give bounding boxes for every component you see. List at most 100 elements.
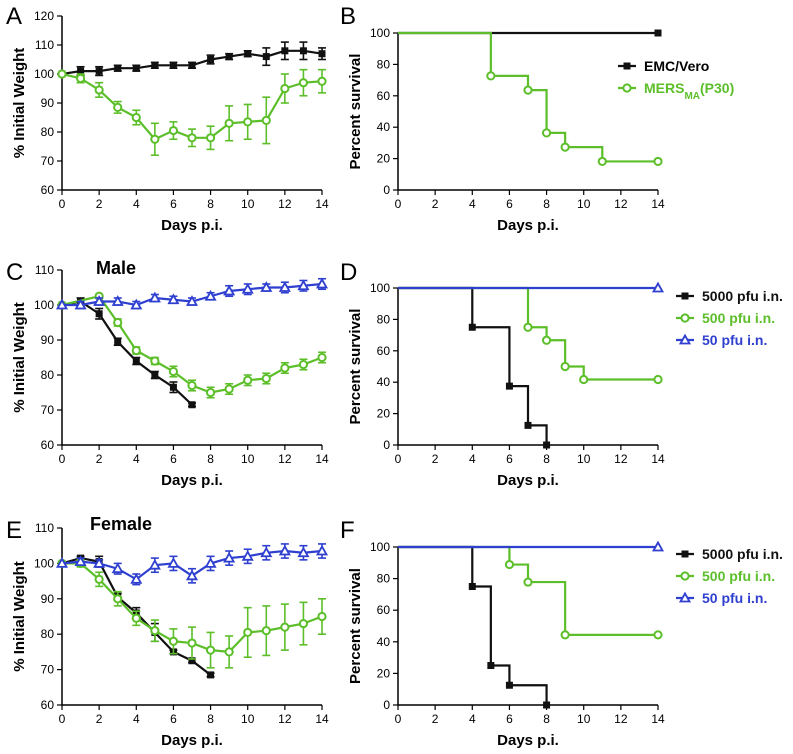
panel-b: B 0 2 4 6 8 10 12 14 0 20 40 60 80 100 Days p.i. Percent… — [340, 3, 734, 234]
panel-letter: A — [6, 3, 22, 30]
y-tick-label: 80 — [377, 312, 391, 326]
data-point — [543, 441, 551, 449]
data-point — [317, 611, 327, 622]
series-50-pfu-i-n- — [55, 277, 329, 310]
y-tick-label: 60 — [377, 603, 391, 617]
x-tick-label: 10 — [577, 197, 591, 211]
y-tick-label: 80 — [377, 57, 391, 71]
data-point — [560, 142, 570, 152]
data-point — [169, 61, 177, 69]
x-tick-label: 12 — [278, 712, 292, 726]
legend-marker — [622, 83, 632, 93]
data-point — [187, 638, 197, 648]
data-point — [560, 361, 570, 372]
series-50-pfu-i-n- — [398, 540, 665, 552]
data-point — [111, 562, 124, 574]
x-tick-label: 14 — [651, 712, 665, 726]
y-axis-label: % Initial Weight — [11, 48, 28, 159]
data-point — [297, 279, 310, 291]
x-tick-label: 0 — [395, 197, 402, 211]
data-point — [205, 645, 216, 655]
data-point — [168, 366, 179, 377]
data-point — [280, 83, 290, 94]
legend: 5000 pfu i.n. 500 pfu i.n. 50 pfu i.n. — [676, 546, 783, 606]
data-point — [487, 662, 495, 669]
data-point — [315, 277, 329, 289]
x-tick-label: 6 — [170, 712, 177, 726]
data-point — [243, 627, 253, 638]
data-point — [167, 293, 180, 305]
legend-suffix: (P30) — [700, 80, 734, 96]
panel-a: A 0 2 4 6 8 10 12 14 60 70 80 90 100 110 120 Days p.i. % … — [6, 3, 329, 234]
data-point — [224, 118, 234, 128]
legend-text: 50 pfu i.n. — [702, 332, 767, 348]
data-point — [653, 630, 663, 640]
data-point — [278, 281, 291, 292]
x-tick-label: 10 — [577, 452, 591, 466]
data-point — [151, 61, 159, 69]
data-point — [541, 128, 552, 138]
data-point — [543, 701, 551, 709]
data-point — [74, 555, 87, 567]
y-tick-label: 40 — [377, 635, 391, 649]
data-point — [223, 551, 236, 563]
series-line — [398, 545, 658, 636]
y-tick-label: 70 — [41, 663, 55, 677]
legend-subscript: MA — [684, 91, 700, 102]
series-mersma-p30- — [398, 31, 663, 167]
data-point — [244, 50, 252, 58]
panel-letter: C — [6, 259, 23, 286]
data-point — [317, 76, 327, 86]
data-point — [185, 295, 199, 306]
data-point — [131, 112, 141, 123]
data-point — [188, 657, 196, 665]
data-point — [75, 73, 86, 83]
y-tick-label: 100 — [34, 298, 54, 312]
panel-letter: F — [340, 517, 355, 544]
y-tick-label: 100 — [34, 556, 54, 570]
y-tick-label: 80 — [41, 368, 55, 382]
legend-marker — [678, 333, 692, 345]
legend-text: EMC/Vero — [644, 58, 709, 74]
data-point — [597, 156, 607, 167]
x-tick-label: 2 — [96, 452, 103, 466]
data-point — [523, 85, 533, 95]
x-tick-label: 10 — [241, 712, 255, 726]
panel-e: E 0 2 4 6 8 10 12 14 60 70 80 90 100 110 Days p.i. % Ini… — [6, 514, 329, 749]
data-point — [297, 546, 310, 558]
y-tick-label: 0 — [383, 438, 390, 452]
y-tick-label: 80 — [41, 627, 55, 641]
y-tick-label: 20 — [377, 666, 391, 680]
x-tick-label: 12 — [614, 452, 628, 466]
data-point — [131, 613, 141, 623]
data-point — [150, 134, 160, 144]
x-axis-label: Days p.i. — [497, 472, 559, 489]
legend-text: MERS — [644, 80, 684, 96]
series-line — [398, 31, 658, 163]
x-tick-label: 4 — [469, 452, 476, 466]
x-tick-label: 4 — [133, 712, 140, 726]
x-tick-label: 0 — [59, 197, 66, 211]
data-point — [243, 117, 253, 127]
data-point — [151, 371, 159, 379]
y-tick-label: 20 — [377, 152, 391, 166]
data-point — [315, 544, 329, 556]
data-point — [74, 298, 87, 310]
y-axis-label: Percent survival — [347, 568, 364, 684]
x-tick-label: 10 — [241, 452, 255, 466]
data-point — [224, 647, 234, 657]
data-point — [168, 125, 179, 136]
data-point — [299, 47, 307, 55]
legend-marker — [623, 62, 631, 70]
series-50-pfu-i-n- — [398, 281, 665, 293]
y-tick-label: 70 — [41, 403, 55, 417]
x-tick-label: 14 — [315, 452, 329, 466]
y-tick-label: 110 — [35, 521, 54, 535]
data-point — [95, 310, 103, 318]
x-tick-label: 8 — [543, 197, 550, 211]
y-tick-label: 110 — [35, 263, 54, 277]
series-500-pfu-i-n- — [398, 545, 663, 640]
series-mersma-p30- — [57, 68, 327, 156]
x-tick-label: 4 — [469, 197, 476, 211]
